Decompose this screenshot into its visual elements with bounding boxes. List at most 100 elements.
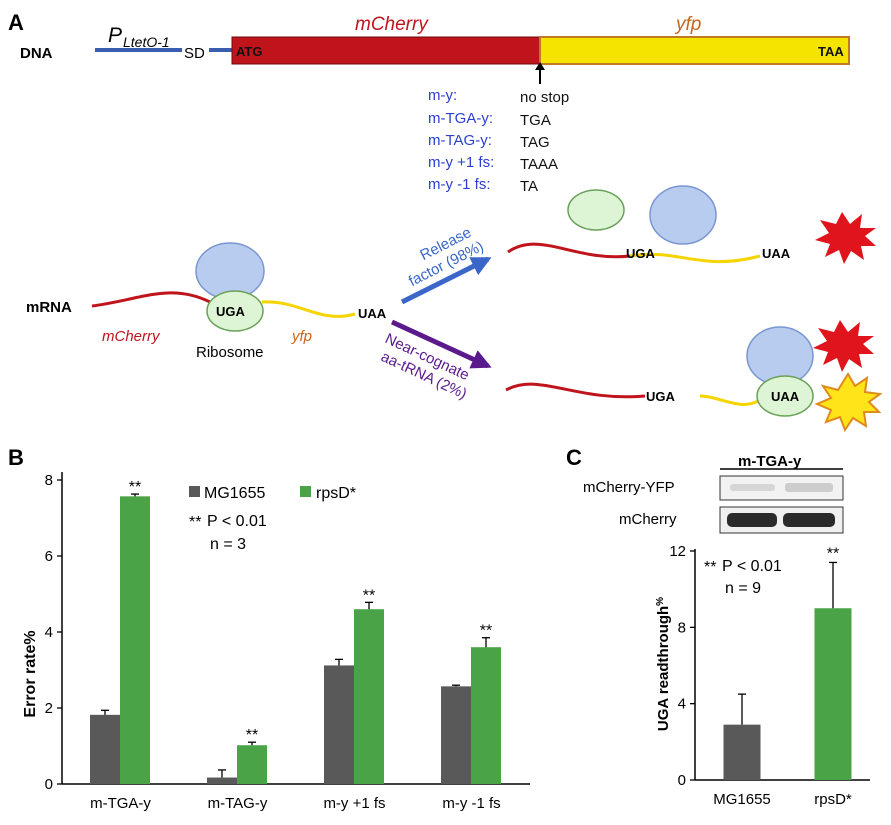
c-y-tick-label: 8 xyxy=(678,619,686,636)
b-x-tick-label: m-TAG-y xyxy=(208,795,268,812)
blot-band xyxy=(785,483,833,492)
released-uga: UGA xyxy=(626,246,656,261)
c-x-tick-label: MG1655 xyxy=(713,791,771,808)
b-stats-n: n = 3 xyxy=(210,536,246,553)
b-y-axis-label: Error rate% xyxy=(22,630,39,717)
ribosome-codon: UGA xyxy=(216,304,246,319)
c-y-axis-label-sup: % xyxy=(655,597,666,606)
readthrough-outcome: UGA UAA xyxy=(505,320,883,433)
legend-swatch-mg1655 xyxy=(189,486,200,497)
b-y-tick-label: 0 xyxy=(45,776,53,793)
b-bar xyxy=(90,714,120,784)
ribosome-small-subunit xyxy=(206,290,264,332)
release-arrow xyxy=(400,256,492,305)
release-outcome: UGA UAA xyxy=(507,185,876,264)
c-stats-pvalue: P < 0.01 xyxy=(722,558,782,575)
b-y-tick-label: 2 xyxy=(45,700,53,717)
b-bars: ** ** ** ** xyxy=(90,479,501,784)
construct-name: m-TGA-y: xyxy=(428,110,493,127)
b-x-ticks: m-TGA-y m-TAG-y m-y +1 fs m-y -1 fs xyxy=(90,795,501,812)
c-stats-stars: ** xyxy=(704,559,716,576)
mcherry-burst-icon xyxy=(815,212,876,264)
promoter-subscript: LtetO-1 xyxy=(123,34,170,50)
b-x-tick-label: m-TGA-y xyxy=(90,795,151,812)
b-y-tick-label: 4 xyxy=(45,624,53,641)
panel-a: A DNA P LtetO-1 SD ATG TAA mCherry yfp m… xyxy=(8,10,883,433)
b-y-tick-label: 6 xyxy=(45,548,53,565)
c-bars: ** xyxy=(723,545,852,780)
mrna-stop-codon: UAA xyxy=(358,306,387,321)
near-cognate-label: Near-cognate aa-tRNA (2%) xyxy=(378,330,472,403)
b-stats-pvalue: P < 0.01 xyxy=(207,513,267,530)
svg-text:UGA readthrough%: UGA readthrough% xyxy=(655,597,672,731)
c-x-ticks: MG1655 rpsD* xyxy=(713,791,852,808)
atg-label: ATG xyxy=(236,44,262,59)
b-bar xyxy=(471,647,501,784)
b-bar xyxy=(237,745,267,784)
mrna-mcherry-strand xyxy=(91,291,211,308)
sd-label: SD xyxy=(184,45,205,62)
mrna-yfp-strand xyxy=(261,300,356,318)
readthrough-mrna-mcherry xyxy=(505,382,646,399)
legend-swatch-rpsd xyxy=(300,486,311,497)
c-x-tick-label: rpsD* xyxy=(814,791,852,808)
b-bar xyxy=(120,496,150,784)
mcherry-gene-label: mCherry xyxy=(355,14,429,35)
blot-row2-label: mCherry xyxy=(619,511,677,528)
blot-band xyxy=(783,513,835,527)
promoter-label: P xyxy=(108,24,122,47)
yfp-burst-icon xyxy=(814,372,883,433)
construct-list: m-y: no stop m-TGA-y: TGA m-TAG-y: TAG m… xyxy=(428,87,569,195)
c-bar xyxy=(723,724,761,780)
mcherry-gene-box xyxy=(231,36,541,65)
b-significance-label: ** xyxy=(246,727,258,744)
mrna-mcherry-label: mCherry xyxy=(102,328,161,345)
yfp-gene-label: yfp xyxy=(674,14,701,35)
elongating-small-subunit xyxy=(756,375,814,417)
dna-label: DNA xyxy=(20,45,53,62)
construct-name: m-y -1 fs: xyxy=(428,176,491,193)
panel-c: C m-TGA-y mCherry-YFP mCherry UGA readth… xyxy=(566,445,870,808)
readthrough-uaa: UAA xyxy=(771,389,800,404)
c-y-tick-label: 4 xyxy=(678,696,686,713)
panel-b: B Error rate% 0 2 4 6 8 ** ** ** ** m-TGA-y m-TA… xyxy=(8,445,530,812)
b-bar xyxy=(324,665,354,784)
blot-row1-label: mCherry-YFP xyxy=(583,479,675,496)
b-significance-label: ** xyxy=(129,479,141,496)
c-y-tick-label: 12 xyxy=(669,543,686,560)
b-legend: MG1655 rpsD* ** P < 0.01 n = 3 xyxy=(189,485,356,553)
junction-arrowhead xyxy=(535,62,545,70)
construct-codon: TAG xyxy=(520,134,550,151)
c-y-tick-label: 0 xyxy=(678,772,686,789)
legend-label-mg1655: MG1655 xyxy=(204,485,265,502)
b-bar xyxy=(207,777,237,784)
construct-codon: TA xyxy=(520,178,538,195)
c-stats-n: n = 9 xyxy=(725,580,761,597)
c-y-axis-label: UGA readthrough% xyxy=(655,597,672,731)
construct-codon: TGA xyxy=(520,112,551,129)
c-significance-label: ** xyxy=(827,545,839,562)
panel-a-letter: A xyxy=(8,10,24,35)
yfp-gene-box xyxy=(539,36,850,65)
readthrough-mrna-yfp xyxy=(699,394,761,406)
panel-c-letter: C xyxy=(566,445,582,470)
near-cognate-arrow xyxy=(390,319,492,369)
b-y-tick-label: 8 xyxy=(45,472,53,489)
free-small-subunit xyxy=(567,189,625,231)
blot-band xyxy=(727,513,777,527)
b-y-ticks: 0 2 4 6 8 xyxy=(45,472,62,793)
released-uaa: UAA xyxy=(762,246,791,261)
construct-name: m-TAG-y: xyxy=(428,132,492,149)
b-bar xyxy=(354,609,384,784)
mrna-label: mRNA xyxy=(26,299,72,316)
c-y-axis-label-main: UGA readthrough xyxy=(655,606,672,731)
b-bar xyxy=(441,686,471,784)
ribosome-label: Ribosome xyxy=(196,344,264,361)
b-significance-label: ** xyxy=(480,623,492,640)
construct-name: m-y: xyxy=(428,87,457,104)
construct-codon: no stop xyxy=(520,89,569,106)
released-mrna-mcherry xyxy=(507,242,631,259)
mcherry-burst-icon xyxy=(813,320,874,372)
blot-title: m-TGA-y xyxy=(738,453,802,470)
